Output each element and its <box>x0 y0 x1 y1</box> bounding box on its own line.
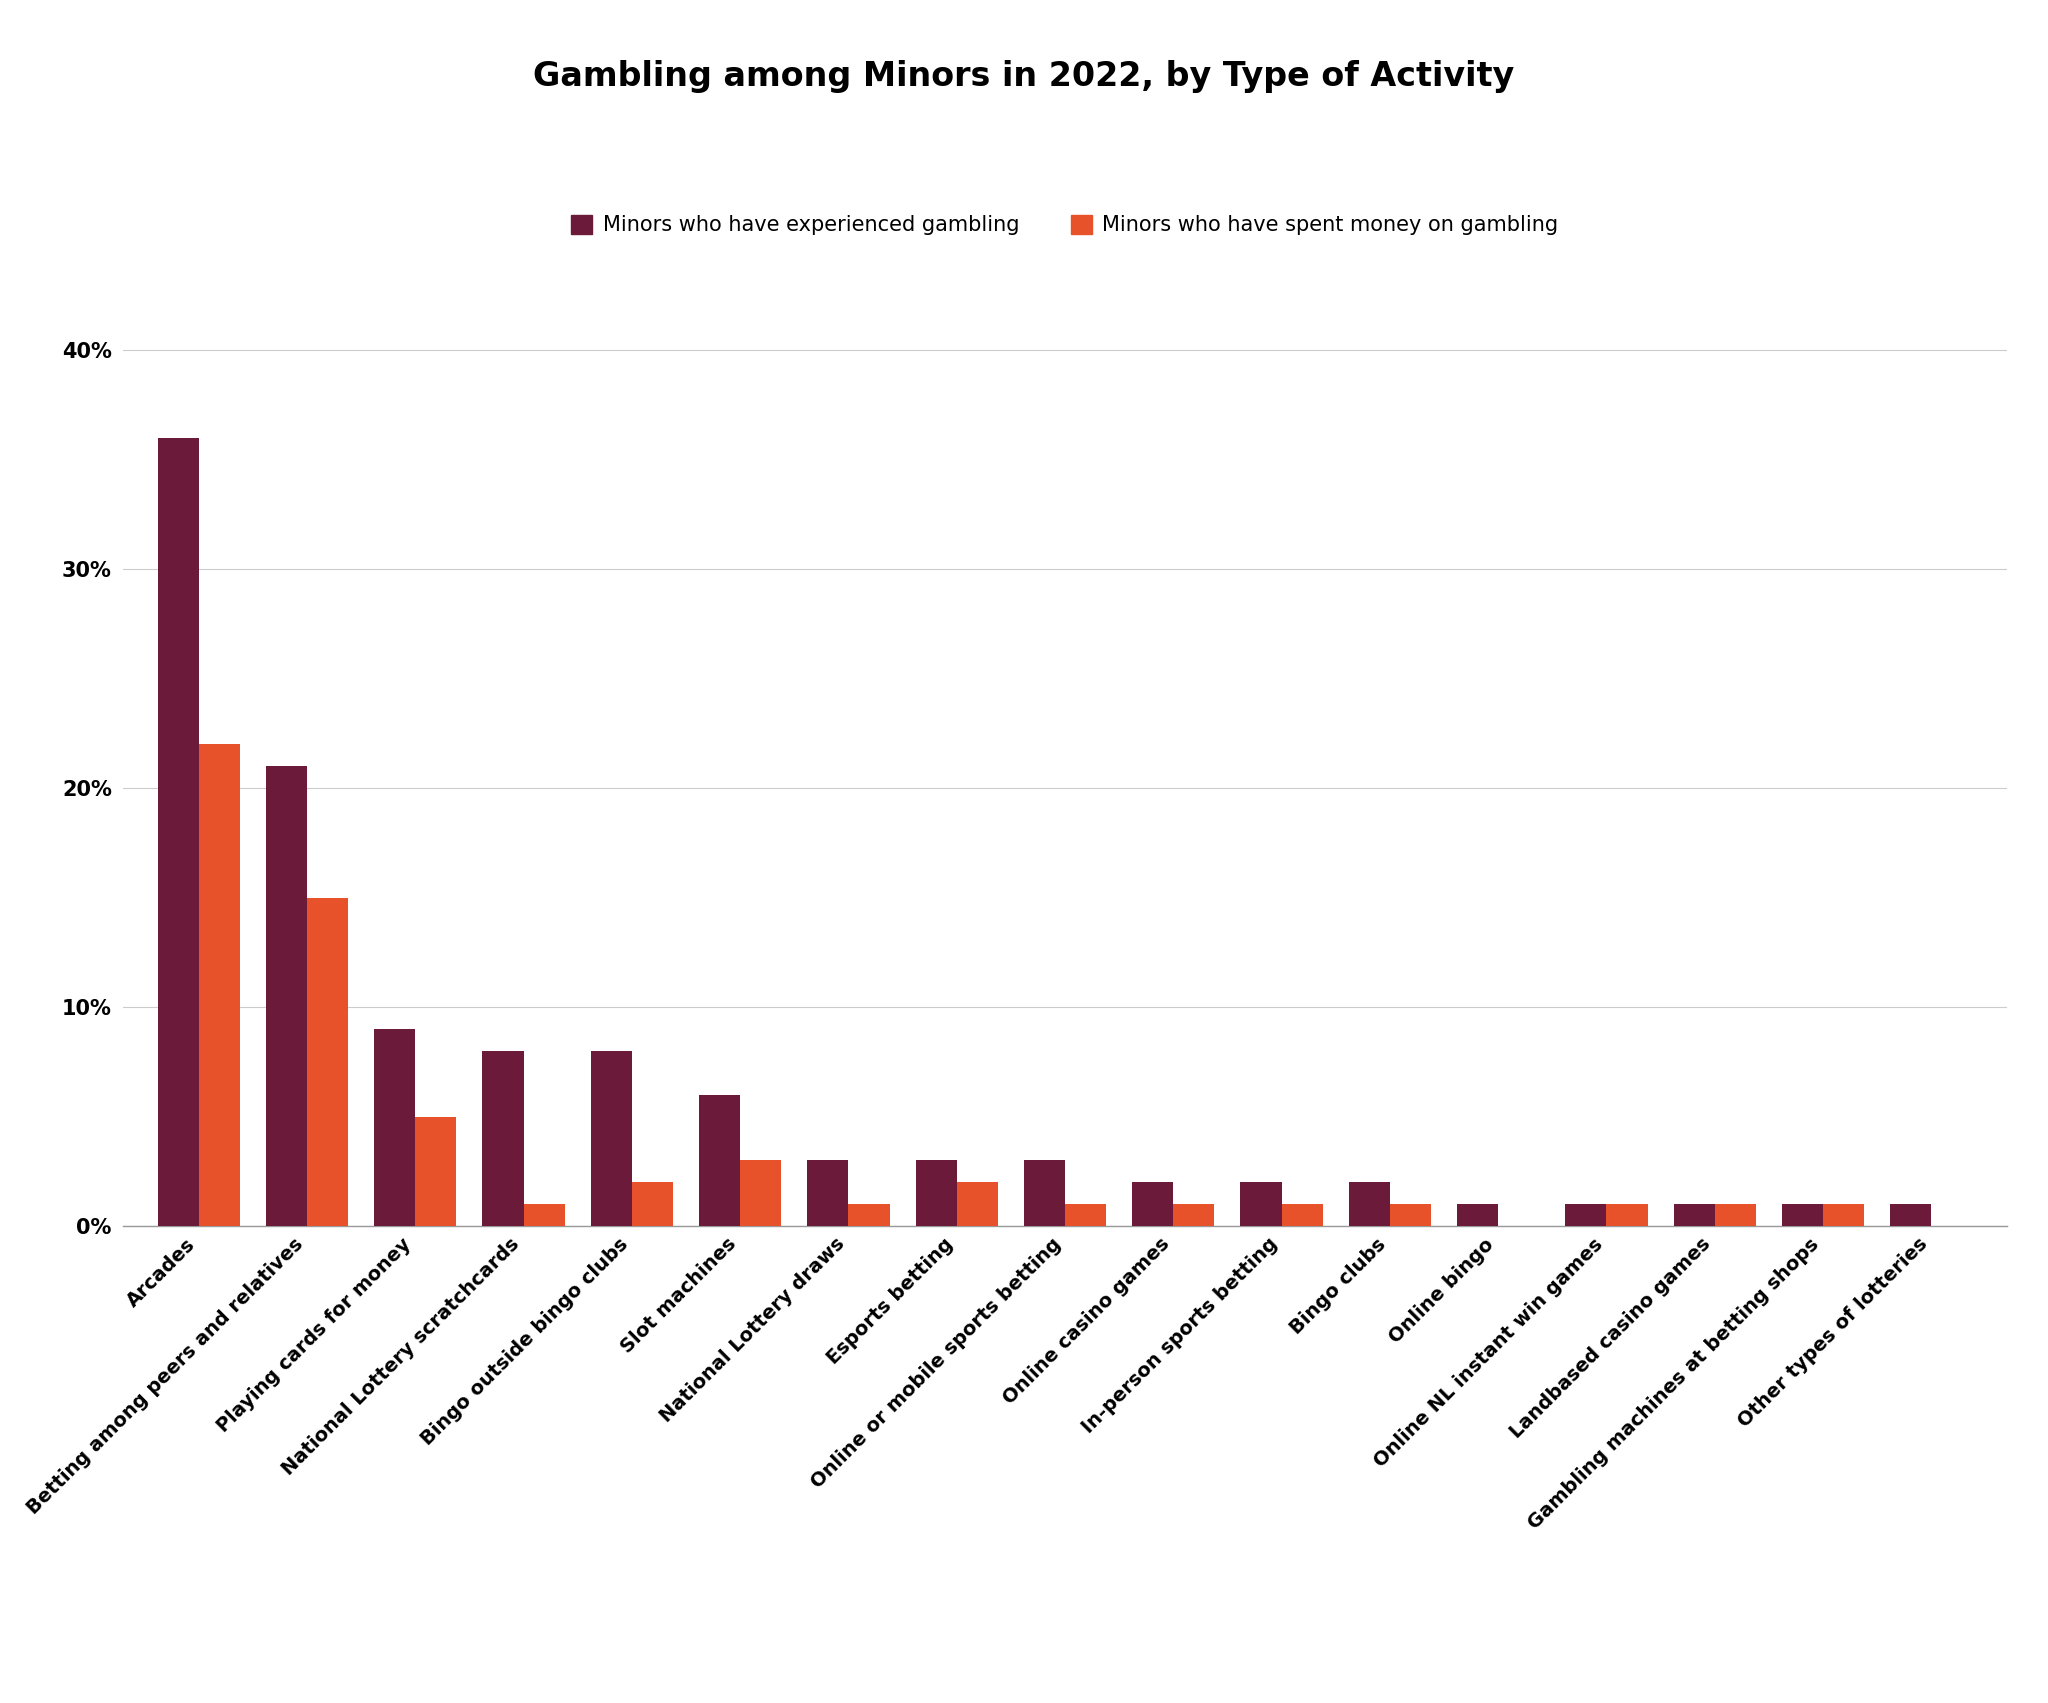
Bar <box>1456 1204 1497 1226</box>
Bar <box>1024 1160 1065 1226</box>
Bar <box>698 1095 739 1226</box>
Bar <box>807 1160 848 1226</box>
Text: Gambling among Minors in 2022, by Type of Activity: Gambling among Minors in 2022, by Type o… <box>532 60 1516 92</box>
Bar <box>915 1160 956 1226</box>
Bar <box>956 1182 997 1226</box>
Bar <box>1241 1182 1282 1226</box>
Bar <box>158 438 199 1226</box>
Bar <box>199 744 240 1226</box>
Legend: Minors who have experienced gambling, Minors who have spent money on gambling: Minors who have experienced gambling, Mi… <box>563 206 1567 244</box>
Bar <box>375 1029 416 1226</box>
Bar <box>1350 1182 1391 1226</box>
Bar <box>1714 1204 1755 1226</box>
Bar <box>848 1204 889 1226</box>
Bar <box>1565 1204 1606 1226</box>
Bar <box>1673 1204 1714 1226</box>
Bar <box>633 1182 674 1226</box>
Bar <box>1133 1182 1174 1226</box>
Bar <box>1782 1204 1823 1226</box>
Bar <box>1391 1204 1432 1226</box>
Bar <box>1606 1204 1647 1226</box>
Bar <box>1065 1204 1106 1226</box>
Bar <box>307 897 348 1226</box>
Bar <box>1174 1204 1214 1226</box>
Bar <box>1890 1204 1931 1226</box>
Bar <box>739 1160 780 1226</box>
Bar <box>1282 1204 1323 1226</box>
Bar <box>416 1117 457 1226</box>
Bar <box>524 1204 565 1226</box>
Bar <box>266 766 307 1226</box>
Bar <box>590 1051 633 1226</box>
Bar <box>483 1051 524 1226</box>
Bar <box>1823 1204 1864 1226</box>
